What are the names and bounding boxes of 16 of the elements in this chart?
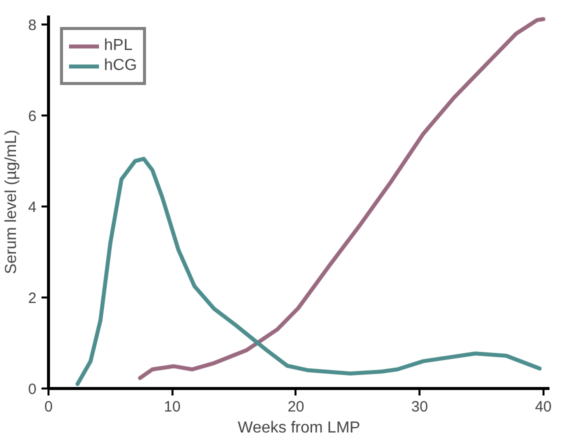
x-tick-label: 30 (411, 398, 428, 416)
y-axis-title: Serum level (µg/mL) (3, 130, 20, 274)
x-tick-label: 40 (534, 398, 552, 416)
y-tick-label: 6 (28, 108, 36, 126)
y-tick-label: 4 (28, 199, 36, 216)
x-tick-label: 10 (164, 398, 181, 416)
x-axis-title: Weeks from LMP (238, 420, 360, 436)
y-tick-label: 8 (28, 17, 36, 34)
legend-label: hCG (104, 57, 137, 75)
x-tick-label: 0 (44, 398, 53, 416)
y-tick-label: 0 (28, 381, 36, 398)
x-tick-label: 20 (288, 398, 304, 416)
y-tick-label: 2 (28, 290, 36, 308)
line-series (76, 156, 542, 386)
legend-label: hPL (104, 37, 132, 55)
line-series (138, 17, 546, 380)
